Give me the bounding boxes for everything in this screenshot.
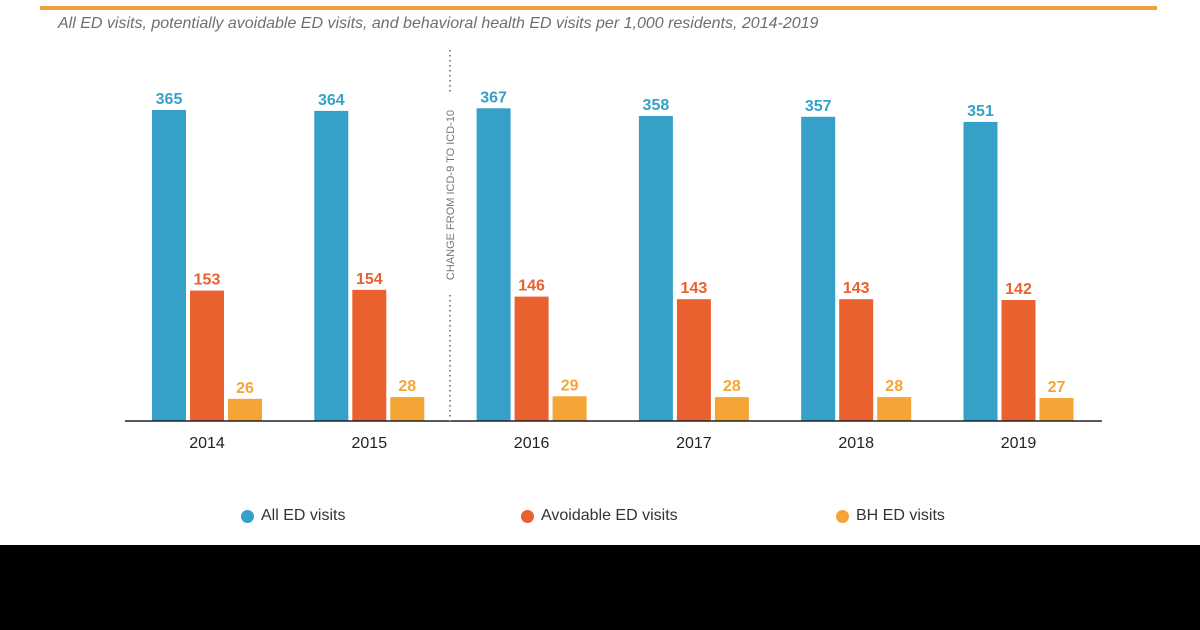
value-label-2015-0: 364 xyxy=(318,92,345,109)
chart-panel: All ED visits, potentially avoidable ED … xyxy=(0,0,1200,545)
x-tick-label-2015: 2015 xyxy=(352,435,388,452)
value-label-2018-0: 357 xyxy=(805,98,832,115)
bar-2014-1 xyxy=(190,290,224,421)
bar-2015-2 xyxy=(390,397,425,421)
bar-2018-1 xyxy=(839,299,874,421)
x-tick-label-2017: 2017 xyxy=(676,435,712,452)
value-label-2018-1: 143 xyxy=(843,280,870,297)
bar-2018-2 xyxy=(877,397,912,421)
value-label-2017-0: 358 xyxy=(643,97,670,114)
bar-2016-0 xyxy=(476,108,511,422)
value-label-2016-2: 29 xyxy=(561,377,579,394)
legend-item-all-ed: All ED visits xyxy=(241,507,345,525)
bar-2018-0 xyxy=(801,116,836,422)
accent-rule xyxy=(40,6,1157,10)
value-label-2018-2: 28 xyxy=(885,378,903,395)
legend-item-avoidable-ed: Avoidable ED visits xyxy=(521,507,678,525)
legend-label: BH ED visits xyxy=(856,507,945,524)
value-label-2019-2: 27 xyxy=(1048,379,1066,396)
bar-2019-1 xyxy=(1001,300,1036,421)
bar-2016-2 xyxy=(552,396,587,421)
value-label-2016-1: 146 xyxy=(518,278,545,295)
value-label-2014-0: 365 xyxy=(156,91,183,108)
legend-dot-icon xyxy=(241,509,254,523)
value-label-2016-0: 367 xyxy=(480,89,507,106)
legend-label: All ED visits xyxy=(261,507,346,524)
bar-2019-2 xyxy=(1039,398,1074,421)
bar-2015-1 xyxy=(352,289,387,421)
legend-dot-icon xyxy=(836,509,849,523)
bar-2017-1 xyxy=(676,299,711,421)
bar-2014-2 xyxy=(228,398,262,421)
value-label-2017-2: 28 xyxy=(723,378,741,395)
value-label-2014-1: 153 xyxy=(194,272,221,289)
bars-layer xyxy=(152,108,1074,422)
x-tick-labels: 2014 2015 2016 2017 2018 2019 xyxy=(189,435,1036,452)
x-tick-label-2018: 2018 xyxy=(838,435,874,452)
value-label-2019-0: 351 xyxy=(967,103,994,120)
bar-2015-0 xyxy=(314,110,349,422)
chart-title: All ED visits, potentially avoidable ED … xyxy=(58,15,819,32)
bar-2017-2 xyxy=(714,397,749,421)
icd-change-annotation: CHANGE FROM ICD-9 TO ICD-10 xyxy=(445,110,457,280)
value-label-2014-2: 26 xyxy=(236,380,254,397)
x-tick-label-2014: 2014 xyxy=(189,435,225,452)
bar-2017-0 xyxy=(638,116,673,421)
bar-2014-0 xyxy=(152,110,186,421)
legend-label: Avoidable ED visits xyxy=(541,507,678,524)
annotation-background xyxy=(442,95,458,295)
x-tick-label-2016: 2016 xyxy=(514,435,550,452)
value-label-2017-1: 143 xyxy=(681,280,708,297)
value-labels-layer: 365 153 26 364 154 28 367 146 29 358 143 28 357 143 28… xyxy=(156,89,1066,397)
value-label-2015-2: 28 xyxy=(398,378,416,395)
x-tick-label-2019: 2019 xyxy=(1001,435,1037,452)
bar-chart: 365 153 26 364 154 28 367 146 29 358 143 28 357 143 28… xyxy=(125,50,1102,452)
bar-2016-1 xyxy=(514,296,549,421)
value-label-2019-1: 142 xyxy=(1005,281,1032,298)
legend-item-bh-ed: BH ED visits xyxy=(836,507,945,525)
value-label-2015-1: 154 xyxy=(356,271,383,288)
legend-dot-icon xyxy=(521,509,534,523)
bar-2019-0 xyxy=(963,121,998,422)
